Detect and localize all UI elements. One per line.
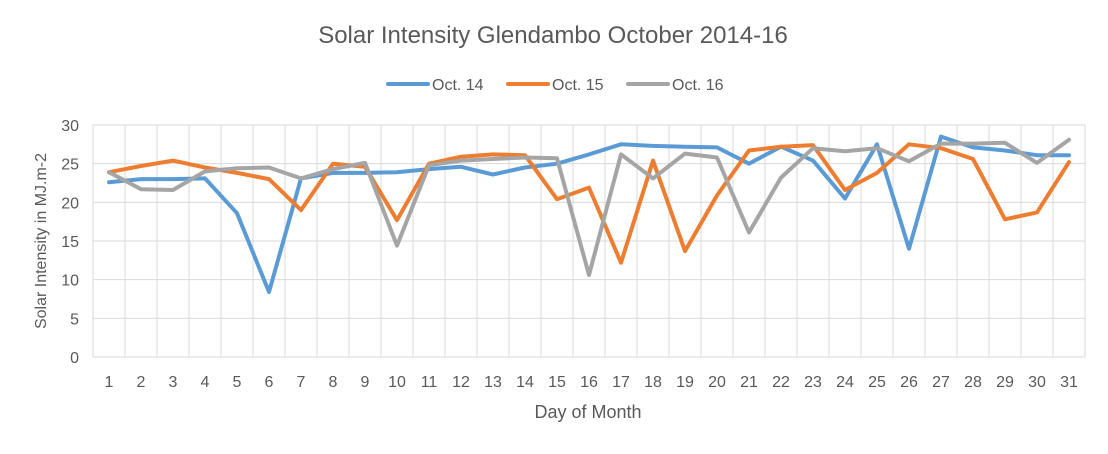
x-tick-label: 16 bbox=[580, 374, 598, 391]
chart-title: Solar Intensity Glendambo October 2014-1… bbox=[318, 22, 788, 49]
x-tick-label: 6 bbox=[265, 374, 274, 391]
x-tick-label: 14 bbox=[516, 374, 534, 391]
x-tick-label: 2 bbox=[137, 374, 146, 391]
y-tick-label: 20 bbox=[61, 195, 79, 212]
x-tick-label: 4 bbox=[201, 374, 210, 391]
x-tick-label: 20 bbox=[708, 374, 726, 391]
x-tick-label: 24 bbox=[836, 374, 854, 391]
x-tick-label: 10 bbox=[388, 374, 406, 391]
x-tick-label: 11 bbox=[421, 374, 438, 391]
x-tick-label: 25 bbox=[868, 374, 886, 391]
legend-label: Oct. 14 bbox=[432, 77, 484, 94]
y-tick-label: 5 bbox=[70, 311, 79, 328]
y-tick-label: 25 bbox=[61, 157, 79, 174]
x-tick-label: 21 bbox=[740, 374, 758, 391]
y-axis-label: Solar Intensity in MJ.m-2 bbox=[33, 153, 50, 329]
x-tick-label: 31 bbox=[1060, 374, 1078, 391]
x-tick-label: 19 bbox=[676, 374, 694, 391]
x-tick-label: 17 bbox=[612, 374, 630, 391]
x-tick-label: 1 bbox=[105, 374, 114, 391]
legend-label: Oct. 15 bbox=[552, 77, 604, 94]
x-tick-label: 12 bbox=[452, 374, 470, 391]
x-tick-label: 7 bbox=[297, 374, 306, 391]
x-tick-label: 23 bbox=[804, 374, 822, 391]
x-tick-label: 29 bbox=[996, 374, 1014, 391]
y-tick-label: 15 bbox=[61, 234, 79, 251]
y-tick-label: 30 bbox=[61, 118, 79, 135]
x-axis-label: Day of Month bbox=[534, 402, 641, 422]
y-tick-label: 0 bbox=[70, 350, 79, 367]
legend-label: Oct. 16 bbox=[672, 77, 724, 94]
x-tick-label: 18 bbox=[644, 374, 662, 391]
x-tick-label: 3 bbox=[169, 374, 178, 391]
x-tick-label: 15 bbox=[548, 374, 566, 391]
x-tick-label: 27 bbox=[932, 374, 950, 391]
x-tick-label: 26 bbox=[900, 374, 918, 391]
y-tick-label: 10 bbox=[61, 273, 79, 290]
chart-legend: Oct. 14 Oct. 15 Oct. 16 bbox=[388, 77, 724, 94]
x-tick-label: 13 bbox=[484, 374, 502, 391]
y-axis-ticks: 0 5 10 15 20 25 30 bbox=[61, 118, 79, 367]
x-tick-label: 5 bbox=[233, 374, 242, 391]
x-tick-label: 22 bbox=[772, 374, 790, 391]
x-tick-label: 28 bbox=[964, 374, 982, 391]
x-tick-label: 8 bbox=[329, 374, 338, 391]
x-tick-label: 9 bbox=[361, 374, 370, 391]
x-tick-label: 30 bbox=[1028, 374, 1046, 391]
